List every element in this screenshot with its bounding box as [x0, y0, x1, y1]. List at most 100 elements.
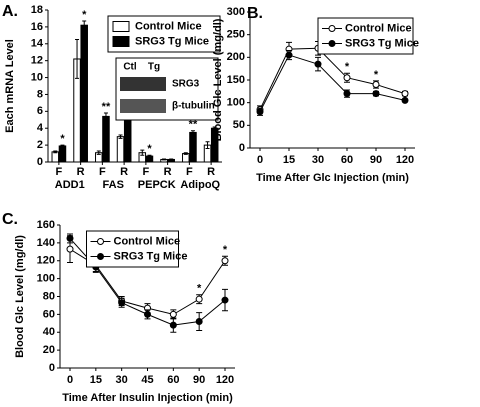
- blot-row: SRG3: [172, 79, 200, 90]
- x-tick-label: F: [186, 166, 193, 178]
- x-tick-label: 90: [370, 154, 382, 166]
- x-tick-label: 120: [216, 374, 234, 386]
- y-tick-label: 20: [43, 344, 55, 356]
- panel-label: A.: [2, 3, 18, 20]
- panel-label: B.: [247, 5, 263, 22]
- x-tick-label: F: [99, 166, 106, 178]
- legend-marker: [97, 238, 104, 245]
- blot-row: β-tubulin: [172, 101, 215, 112]
- blot-column: Tg: [148, 62, 160, 73]
- x-tick-label: R: [164, 166, 172, 178]
- significance: *: [197, 283, 202, 295]
- x-tick-label: 30: [116, 374, 128, 386]
- y-tick-label: 60: [43, 308, 55, 320]
- x-axis-label: Time After Insulin Injection (min): [62, 392, 233, 404]
- legend-label: SRG3 Tg Mice: [114, 250, 188, 262]
- y-tick-label: 50: [233, 119, 245, 131]
- panel-label: C.: [2, 211, 18, 228]
- bar: [189, 131, 197, 163]
- x-tick-label: R: [77, 166, 85, 178]
- y-tick-label: 100: [37, 273, 55, 285]
- y-tick-label: 80: [43, 290, 55, 302]
- x-tick-label: R: [120, 166, 128, 178]
- group-label: ADD1: [55, 179, 85, 191]
- point: [144, 310, 151, 318]
- series-line: [259, 47, 406, 110]
- error-bar: [118, 134, 123, 139]
- significance: *: [223, 244, 228, 256]
- bar: [58, 145, 67, 163]
- error-bar: [103, 112, 108, 121]
- y-tick-label: 4: [37, 122, 44, 134]
- bar: [80, 24, 88, 163]
- y-tick-label: 100: [227, 97, 245, 109]
- x-tick-label: 15: [90, 374, 102, 386]
- error-bar: [212, 126, 217, 130]
- y-tick-label: 40: [43, 326, 55, 338]
- x-tick-label: F: [143, 166, 150, 178]
- y-tick-label: 8: [37, 88, 43, 100]
- point: [66, 245, 74, 253]
- group-label: AdipoQ: [180, 179, 220, 191]
- legend-label: Control Mice: [114, 235, 181, 247]
- point: [256, 108, 264, 116]
- point: [118, 299, 126, 307]
- significance: **: [210, 115, 219, 127]
- y-tick-label: 18: [31, 4, 43, 16]
- error-bar: [147, 154, 152, 158]
- significance: *: [147, 143, 152, 155]
- point: [343, 74, 351, 82]
- point: [343, 90, 351, 98]
- x-tick-label: R: [207, 166, 215, 178]
- error-bar: [96, 150, 101, 155]
- x-tick-label: 30: [312, 154, 324, 166]
- error-bar: [82, 20, 87, 30]
- error-bar: [205, 141, 210, 149]
- legend-label: SRG3 Tg Mice: [345, 37, 419, 49]
- legend-marker: [328, 25, 336, 32]
- legend-label: Control Mice: [345, 22, 412, 34]
- error-bar: [75, 39, 80, 79]
- y-tick-label: 12: [31, 55, 43, 67]
- x-tick-label: 0: [257, 154, 263, 166]
- y-tick-label: 200: [227, 51, 245, 63]
- significance: *: [345, 61, 350, 73]
- x-tick-label: 60: [341, 154, 353, 166]
- point: [169, 310, 177, 318]
- legend-swatch: [112, 36, 130, 47]
- error-bar: [162, 158, 167, 161]
- error-bar: [53, 150, 58, 154]
- y-tick-label: 16: [31, 21, 43, 33]
- x-tick-label: F: [56, 166, 63, 178]
- series-line: [259, 54, 406, 112]
- legend-label: Control Mice: [135, 20, 202, 32]
- point: [401, 96, 409, 104]
- y-axis-label: Blood Glc Level (mg/dl): [14, 235, 26, 358]
- y-tick-label: 0: [49, 362, 55, 374]
- error-bar: [183, 152, 188, 155]
- x-tick-label: 0: [67, 374, 73, 386]
- group-label: PEPCK: [138, 179, 176, 191]
- point: [221, 257, 229, 265]
- point: [285, 51, 293, 59]
- x-tick-label: 60: [167, 374, 179, 386]
- point: [169, 321, 177, 329]
- x-tick-label: 120: [396, 154, 414, 166]
- y-axis-label: Each mRNA Level: [4, 39, 16, 133]
- significance: *: [374, 69, 379, 81]
- legend-marker: [97, 253, 104, 260]
- y-axis-label: Blood Glc Level (mg/dl): [212, 18, 224, 141]
- error-bar: [140, 149, 145, 156]
- y-tick-label: 150: [227, 74, 245, 86]
- legend-marker: [328, 40, 336, 47]
- x-tick-label: 45: [141, 374, 153, 386]
- significance: *: [82, 9, 87, 21]
- x-tick-label: 90: [193, 374, 205, 386]
- significance: *: [60, 133, 65, 145]
- point: [401, 90, 409, 98]
- point: [372, 90, 380, 98]
- y-tick-label: 2: [37, 139, 43, 151]
- bar: [116, 136, 125, 163]
- blot-band: [120, 99, 166, 113]
- y-tick-label: 140: [37, 237, 55, 249]
